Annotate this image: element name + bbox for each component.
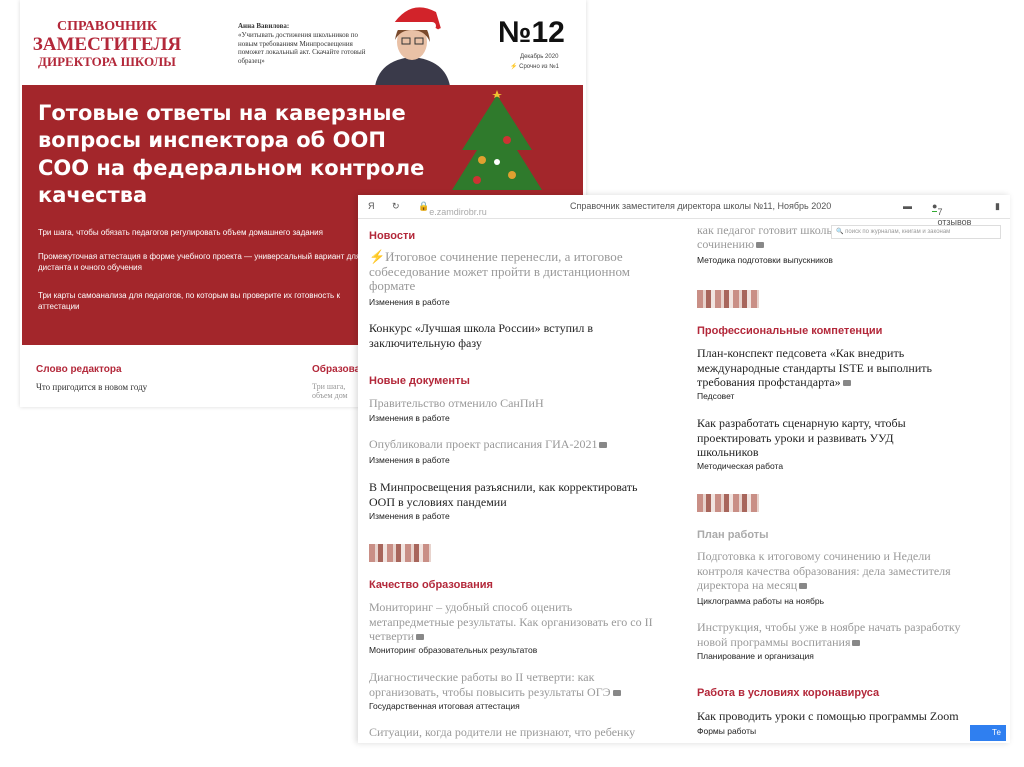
documents-heading: Новые документы bbox=[369, 375, 470, 387]
video-icon bbox=[599, 442, 608, 448]
editor-heading: Слово редактора bbox=[36, 364, 122, 375]
article-tag[interactable]: Формы работы bbox=[697, 726, 757, 736]
reviews-label: 7 отзывов bbox=[937, 207, 972, 227]
urgent-link-label: Срочно из №1 bbox=[519, 64, 560, 70]
article-tag[interactable]: Мониторинг образовательных результатов bbox=[369, 645, 538, 655]
news-link[interactable]: ⚡Итоговое сочинение перенесли, а итогово… bbox=[369, 249, 630, 293]
article-tag[interactable]: Планирование и организация bbox=[697, 651, 814, 661]
logo-line: ДИРЕКТОРА ШКОЛЫ bbox=[38, 53, 176, 69]
website-screenshot: Я ↻ 🔒 e.zamdirobr.ru Справочник заместит… bbox=[358, 195, 1010, 743]
quote-author: Анна Вавилова: bbox=[238, 22, 290, 30]
search-input[interactable]: 🔍 поиск по журналам, книгам и законам bbox=[831, 225, 1001, 239]
news-link[interactable]: Конкурс «Лучшая школа России» вступил в … bbox=[369, 321, 594, 350]
article-link[interactable]: Подготовка к итоговому сочинению и Недел… bbox=[697, 549, 951, 592]
bookmark-icon[interactable]: ▮ bbox=[995, 201, 1000, 211]
article-link[interactable]: Инструкция, чтобы уже в ноябре начать ра… bbox=[697, 620, 961, 649]
education-link[interactable]: Три шага, объем дом bbox=[312, 382, 348, 400]
document-tag[interactable]: Изменения в работе bbox=[369, 511, 450, 521]
education-heading: Образоват bbox=[312, 364, 366, 375]
video-icon bbox=[799, 583, 808, 589]
video-icon bbox=[852, 639, 861, 646]
video-icon bbox=[756, 242, 765, 248]
document-tag[interactable]: Изменения в работе bbox=[369, 413, 450, 423]
section-illustration bbox=[697, 494, 759, 512]
author-quote[interactable]: Анна Вавилова: «Учитывать достижения шко… bbox=[238, 22, 368, 66]
section-illustration bbox=[697, 290, 759, 308]
issue-number: №12 bbox=[498, 16, 565, 49]
article-link[interactable]: План-конспект педсовета «Как внедрить ме… bbox=[697, 346, 932, 389]
plan-heading: План работы bbox=[697, 529, 769, 541]
article-tag[interactable]: Методическая работа bbox=[697, 461, 784, 471]
browser-bar: Я ↻ 🔒 e.zamdirobr.ru Справочник заместит… bbox=[358, 195, 1010, 227]
article-link[interactable]: Диагностические работы во II четверти: к… bbox=[369, 670, 611, 699]
news-tag[interactable]: Изменения в работе bbox=[369, 297, 450, 307]
reviews-button[interactable]: ● 7 отзывов bbox=[932, 201, 972, 227]
article-tag[interactable]: Педсовет bbox=[697, 391, 735, 401]
search-placeholder: поиск по журналам, книгам и законам bbox=[845, 229, 951, 235]
yandex-logo[interactable]: Я bbox=[368, 201, 375, 211]
article-tag[interactable]: Государственная итоговая аттестация bbox=[369, 701, 520, 711]
section-illustration bbox=[369, 544, 431, 562]
article-tag[interactable]: Методика подготовки выпускников bbox=[697, 255, 833, 265]
quote-text: «Учитывать достижения школьников по новы… bbox=[238, 30, 366, 65]
competencies-heading: Профессиональные компетенции bbox=[697, 325, 883, 337]
logo-line: ЗАМЕСТИТЕЛЯ bbox=[32, 33, 182, 55]
editor-link[interactable]: Что пригодится в новом году bbox=[36, 382, 148, 392]
video-icon bbox=[416, 634, 425, 640]
author-photo bbox=[375, 7, 450, 86]
article-link[interactable]: Ситуации, когда родители не признают, чт… bbox=[369, 725, 636, 739]
logo-line: СПРАВОЧНИК bbox=[57, 19, 157, 34]
banner-link[interactable]: Три шага, чтобы обязать педагогов регули… bbox=[38, 228, 323, 237]
article-link[interactable]: Как разработать сценарную карту, чтобы п… bbox=[697, 416, 906, 459]
page-title: Справочник заместителя директора школы №… bbox=[570, 201, 832, 211]
document-link[interactable]: Правительство отменило СанПиН bbox=[369, 396, 544, 410]
message-icon[interactable]: ▬ bbox=[903, 201, 912, 211]
article-link[interactable]: Как проводить уроки с помощью программы … bbox=[697, 709, 959, 723]
issue-date: Декабрь 2020 bbox=[520, 54, 559, 60]
banner-title[interactable]: Готовые ответы на каверзные вопросы инсп… bbox=[38, 101, 425, 207]
url-text: e.zamdirobr.ru bbox=[429, 207, 487, 217]
chat-label: Те bbox=[992, 728, 1001, 737]
document-tag[interactable]: Изменения в работе bbox=[369, 455, 450, 465]
magazine-logo: СПРАВОЧНИК ЗАМЕСТИТЕЛЯ ДИРЕКТОРА ШКОЛЫ bbox=[32, 19, 182, 69]
article-tag[interactable]: Циклограмма работы на ноябрь bbox=[697, 596, 825, 606]
urgent-link[interactable]: ⚡ Срочно из №1 bbox=[510, 64, 560, 70]
christmas-tree-image bbox=[452, 90, 542, 190]
article-link[interactable]: как педагог готовит школь bbox=[697, 223, 833, 237]
video-icon bbox=[612, 689, 621, 696]
covid-heading: Работа в условиях коронавируса bbox=[697, 687, 880, 699]
article-link[interactable]: сочинению bbox=[697, 237, 755, 251]
document-link[interactable]: Опубликовали проект расписания ГИА-2021 bbox=[369, 437, 598, 451]
news-heading: Новости bbox=[369, 230, 416, 242]
url-field[interactable]: 🔒 e.zamdirobr.ru bbox=[418, 201, 487, 217]
article-link[interactable]: Мониторинг – удобный способ оценить мета… bbox=[369, 600, 653, 643]
banner-link[interactable]: Три карты самоанализа для педагогов, по … bbox=[38, 291, 340, 312]
reload-icon[interactable]: ↻ bbox=[392, 201, 400, 211]
chat-button[interactable]: Те bbox=[970, 725, 1006, 741]
video-icon bbox=[842, 380, 851, 386]
quality-heading: Качество образования bbox=[369, 579, 493, 591]
banner-link[interactable]: Промежуточная аттестация в форме учебног… bbox=[38, 252, 361, 273]
document-link[interactable]: В Минпросвещения разъяснили, как коррект… bbox=[369, 480, 638, 509]
